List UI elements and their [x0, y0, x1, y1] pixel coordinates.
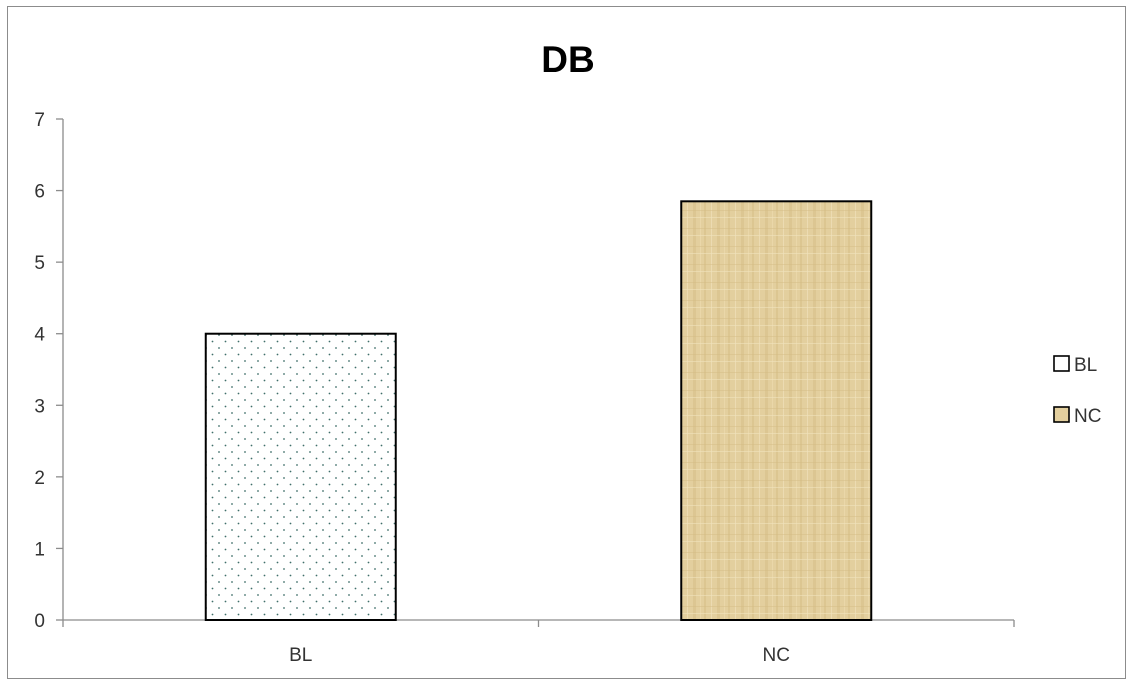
chart-frame: DB 0 1 2 3 4 5 6 7 BL NC BL NC [7, 6, 1126, 679]
x-tick-label-nc: NC [763, 645, 790, 666]
bar-chart: DB 0 1 2 3 4 5 6 7 BL NC BL NC [34, 39, 1101, 666]
x-axis: BL NC [62, 619, 1015, 666]
legend-label-nc: NC [1074, 406, 1101, 427]
bar-nc [680, 200, 873, 622]
y-tick-label: 2 [34, 468, 45, 489]
legend-swatch-nc [1053, 406, 1070, 423]
chart-title: DB [541, 39, 594, 80]
legend-label-bl: BL [1074, 355, 1097, 376]
x-tick-label-bl: BL [289, 645, 312, 666]
bar-bl [204, 332, 397, 621]
legend-swatch-bl [1053, 355, 1070, 372]
y-tick-label: 3 [34, 396, 45, 417]
y-tick-label: 5 [34, 253, 45, 274]
legend: BL NC [1053, 355, 1101, 427]
y-tick-label: 4 [34, 325, 45, 346]
y-tick-label: 1 [34, 539, 45, 560]
y-tick-label: 7 [34, 110, 45, 131]
bars [204, 200, 873, 622]
y-tick-label: 6 [34, 182, 45, 203]
y-axis: 0 1 2 3 4 5 6 7 [34, 110, 64, 632]
y-tick-label: 0 [34, 611, 45, 632]
